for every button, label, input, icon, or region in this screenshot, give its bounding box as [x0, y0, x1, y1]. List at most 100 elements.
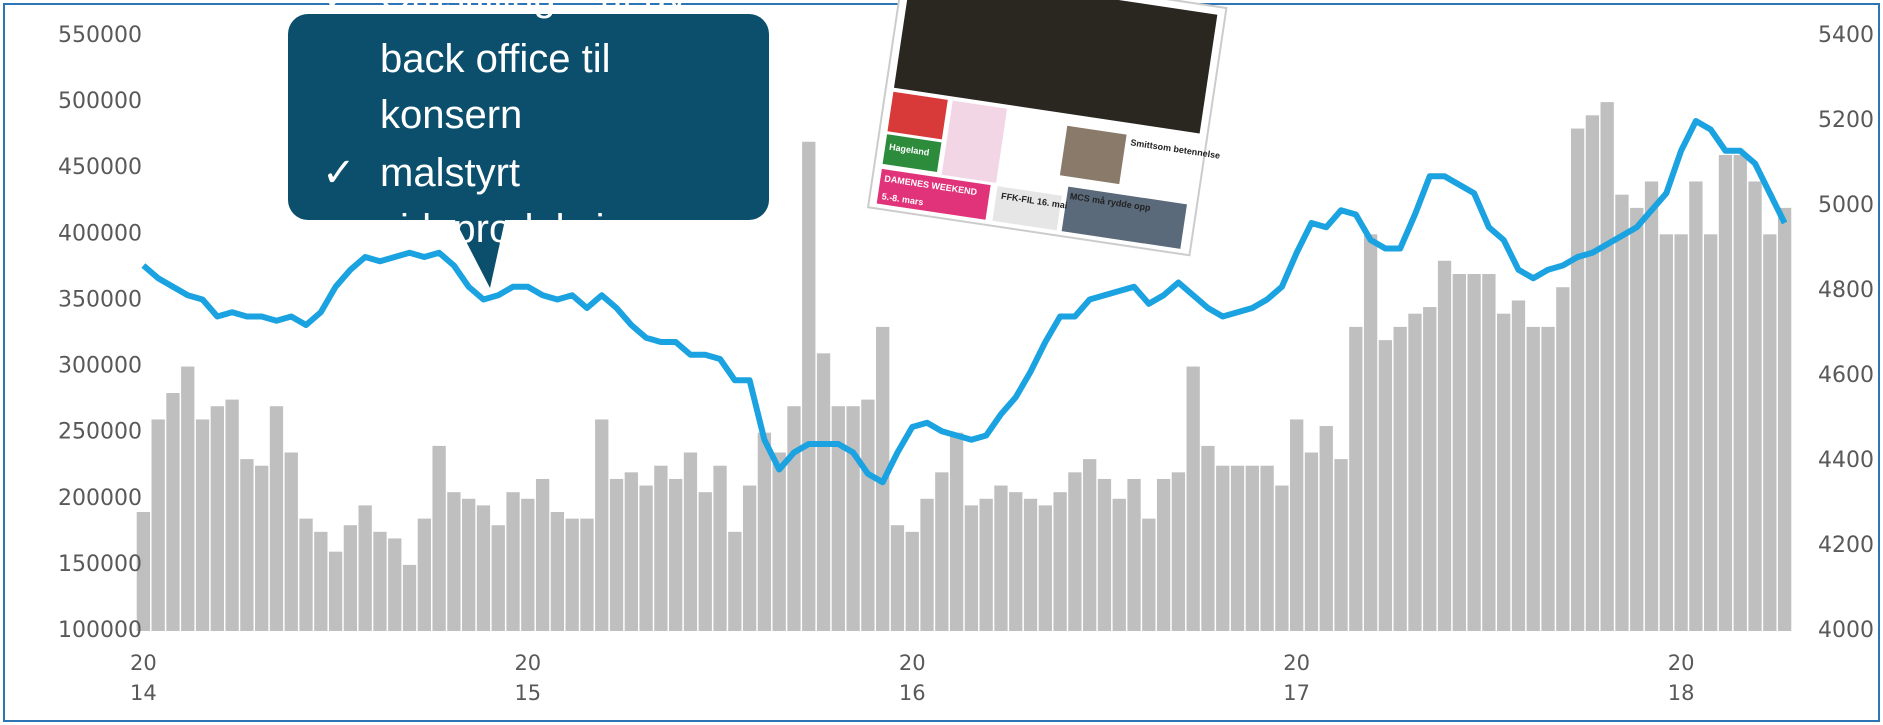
bar — [373, 531, 387, 631]
box — [992, 186, 1062, 231]
bar — [1053, 492, 1067, 631]
bar — [1230, 465, 1245, 631]
bar — [1334, 459, 1348, 631]
bar — [1644, 181, 1659, 631]
bar — [1201, 445, 1215, 631]
bar — [1009, 492, 1023, 631]
bar — [284, 452, 298, 631]
bar — [1748, 181, 1762, 631]
bar — [1718, 155, 1733, 631]
callout-check: ✓ — [322, 0, 356, 19]
bar — [1304, 452, 1319, 631]
bar — [136, 512, 151, 631]
bar — [683, 452, 698, 631]
y2-tick-label: 5000 — [1818, 193, 1874, 218]
bar — [225, 399, 239, 631]
bar — [314, 531, 328, 631]
y-tick-label: 300000 — [58, 354, 142, 379]
bar — [1452, 274, 1466, 631]
ad — [887, 91, 948, 140]
ad — [876, 168, 991, 220]
bar — [1083, 459, 1097, 631]
bar — [1467, 274, 1481, 631]
callout-text: sideproduksjon — [380, 207, 649, 251]
bar — [506, 492, 520, 631]
bar — [1171, 472, 1186, 631]
x-tick-label: 2016 — [898, 651, 926, 705]
y-tick-label: 350000 — [58, 287, 142, 312]
bar — [802, 141, 816, 631]
photo — [1061, 186, 1187, 249]
bar — [713, 465, 727, 631]
bar — [1526, 326, 1540, 631]
bar — [920, 498, 934, 631]
callout-text: Omstilling – ut av — [380, 0, 687, 19]
y2-tick-label: 5400 — [1818, 23, 1874, 48]
bar — [1038, 505, 1052, 631]
photo — [893, 0, 1218, 134]
y-tick-label: 200000 — [58, 486, 142, 511]
bar — [1556, 287, 1570, 631]
bar — [1777, 207, 1792, 631]
bar — [609, 478, 624, 631]
bar — [1600, 102, 1614, 632]
bar — [255, 465, 269, 631]
bar — [550, 512, 565, 631]
bar — [1023, 498, 1038, 631]
bar — [1216, 465, 1230, 631]
bar — [388, 538, 402, 631]
bar — [861, 399, 875, 631]
bar — [994, 485, 1008, 631]
bar — [447, 492, 461, 631]
bar — [595, 419, 609, 631]
x-tick-label: 2014 — [130, 651, 157, 705]
y2-tick-label: 4400 — [1818, 448, 1874, 473]
bar — [669, 478, 683, 631]
callout-text: back office til — [380, 37, 611, 81]
y2-tick-label: 4200 — [1818, 533, 1874, 558]
y-tick-label: 150000 — [58, 552, 142, 577]
bar — [1393, 326, 1407, 631]
bar — [1511, 300, 1526, 631]
bar — [1319, 426, 1333, 631]
bar — [1585, 115, 1600, 632]
x-tick-label: 2015 — [514, 651, 542, 705]
bar — [1186, 366, 1200, 631]
y2-tick-label: 4000 — [1818, 618, 1874, 643]
photo — [1059, 125, 1127, 185]
bar — [1363, 234, 1378, 632]
callout-check: ✓ — [322, 151, 356, 195]
bar — [890, 525, 905, 631]
y-tick-label: 500000 — [58, 89, 142, 114]
y-tick-label: 400000 — [58, 221, 142, 246]
bar — [1630, 207, 1644, 631]
bar — [1570, 128, 1585, 632]
bar — [979, 498, 993, 631]
bar — [1112, 498, 1126, 631]
bar — [1245, 465, 1259, 631]
bar — [432, 445, 446, 631]
y2-tick-label: 4600 — [1818, 363, 1874, 388]
bar — [151, 419, 165, 631]
bar — [831, 406, 845, 631]
bar — [476, 505, 491, 631]
y2-tick-label: 5200 — [1818, 108, 1874, 133]
bar — [402, 564, 417, 631]
bar — [210, 406, 224, 631]
line — [141, 118, 1788, 486]
bar — [772, 452, 786, 631]
bar — [698, 492, 712, 631]
bar — [181, 366, 195, 631]
bar — [343, 525, 358, 631]
bar — [654, 465, 668, 631]
bar — [1275, 485, 1289, 631]
bar — [1290, 419, 1304, 631]
bar — [1689, 181, 1703, 631]
bar — [417, 518, 431, 631]
bar — [935, 472, 949, 631]
bar — [1349, 326, 1363, 631]
y-tick-label: 250000 — [58, 420, 142, 445]
